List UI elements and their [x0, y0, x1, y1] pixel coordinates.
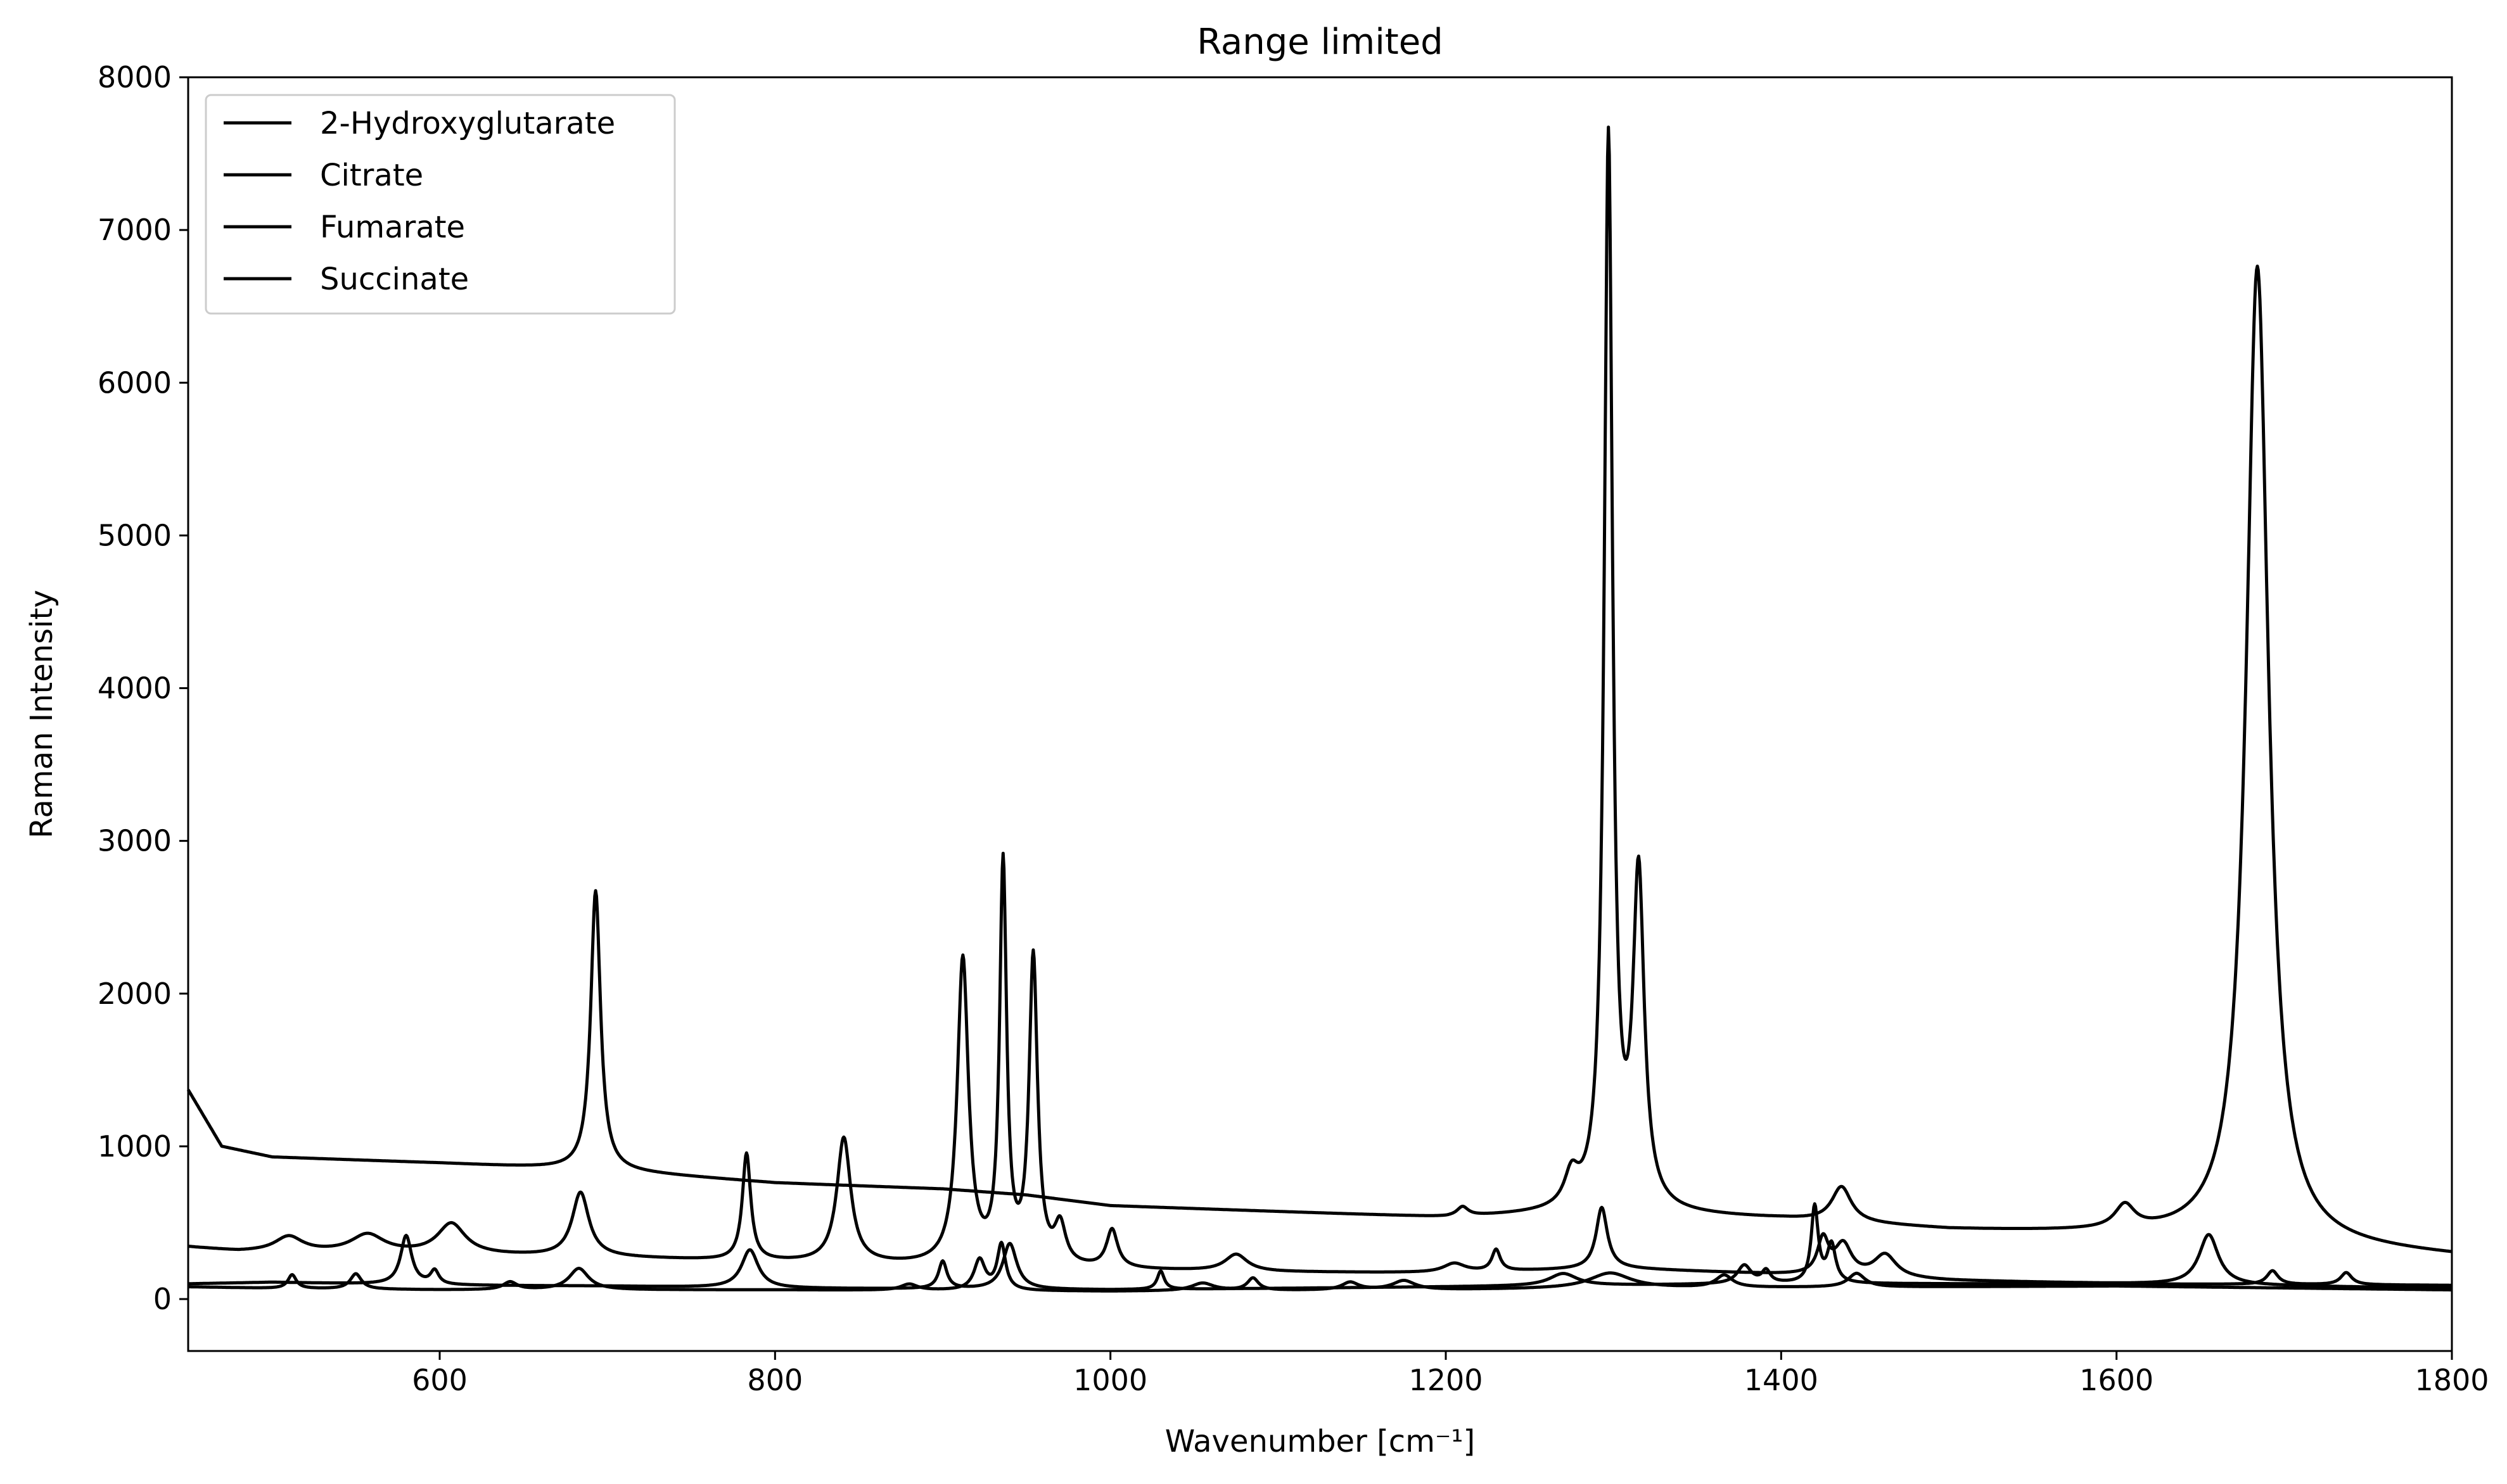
- y-tick-label: 1000: [98, 1129, 172, 1164]
- y-tick-label: 2000: [98, 977, 172, 1011]
- legend-label-fumarate: Fumarate: [320, 210, 465, 245]
- x-tick-label: 1000: [1073, 1363, 1147, 1397]
- legend-label-succinate: Succinate: [320, 262, 469, 297]
- y-tick-label: 0: [153, 1282, 172, 1316]
- plot-frame: [187, 76, 2453, 1352]
- x-tick-label: 1600: [2079, 1363, 2153, 1397]
- y-tick-label: 6000: [98, 365, 172, 400]
- x-tick-label: 1400: [1744, 1363, 1818, 1397]
- legend-box: [205, 94, 676, 315]
- x-tick-label: 1800: [2415, 1363, 2489, 1397]
- legend-label-citrate: Citrate: [320, 158, 423, 193]
- x-axis-label: Wavenumber [cm⁻¹]: [1165, 1424, 1476, 1459]
- legend: 2-Hydroxyglutarate Citrate Fumarate Succina…: [205, 94, 676, 315]
- series-line-succinate: [187, 1240, 2453, 1293]
- x-tick-label: 600: [412, 1363, 468, 1397]
- chart-title: Range limited: [1197, 22, 1443, 63]
- y-tick-label: 4000: [98, 671, 172, 706]
- y-axis-ticks: 0 1000 2000 3000 4000 5000 6000 7000 8000: [98, 60, 188, 1316]
- y-tick-label: 5000: [98, 518, 172, 552]
- x-axis-ticks: 600 800 1000 1200 1400 1600 1800: [412, 1351, 2489, 1397]
- x-tick-label: 800: [747, 1363, 803, 1397]
- y-axis-label: Raman Intensity: [24, 590, 60, 838]
- series-line-citrate: [186, 125, 2453, 1253]
- legend-items: 2-Hydroxyglutarate Citrate Fumarate Succina…: [224, 106, 615, 297]
- y-tick-label: 7000: [98, 213, 172, 247]
- legend-label-2-hydroxyglutarate: 2-Hydroxyglutarate: [320, 106, 615, 141]
- y-tick-label: 8000: [98, 60, 172, 94]
- series-layer: [186, 125, 2453, 1293]
- y-tick-label: 3000: [98, 824, 172, 858]
- x-tick-label: 1200: [1408, 1363, 1483, 1397]
